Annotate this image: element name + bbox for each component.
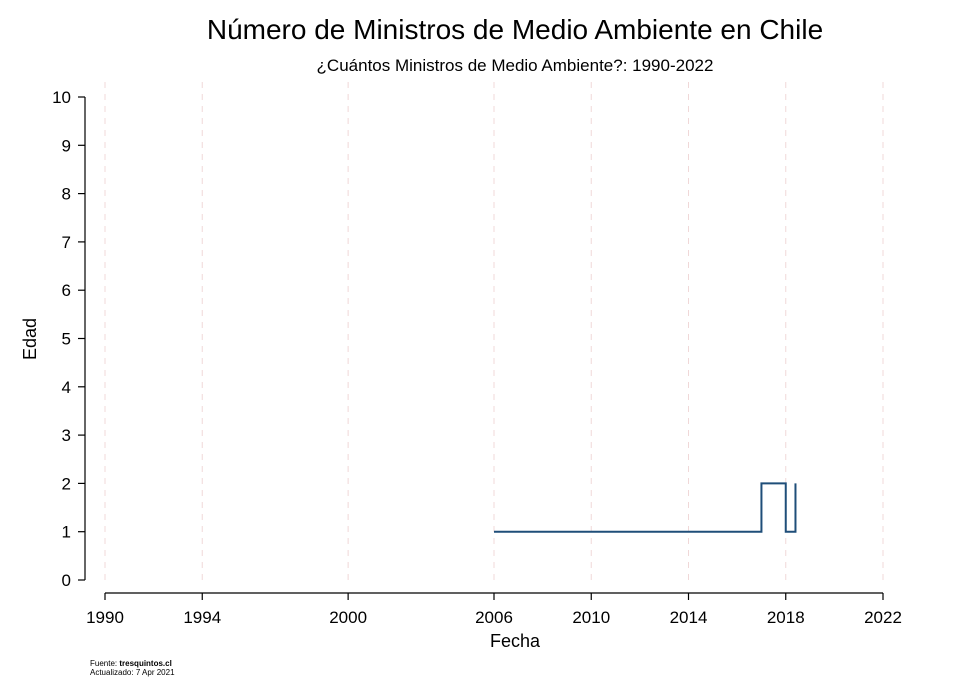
y-tick-label: 0 bbox=[62, 571, 71, 590]
axes bbox=[84, 97, 883, 594]
y-tick-label: 1 bbox=[62, 523, 71, 542]
source-value: tresquintos.cl bbox=[119, 659, 172, 668]
x-axis-title: Fecha bbox=[490, 631, 541, 651]
x-tick-label: 2000 bbox=[329, 608, 367, 627]
x-tick-label: 2006 bbox=[475, 608, 513, 627]
x-tick-label: 2014 bbox=[670, 608, 708, 627]
grid-lines bbox=[104, 82, 884, 585]
x-tick-label: 2022 bbox=[864, 608, 902, 627]
series-line bbox=[494, 482, 797, 533]
x-tick-label: 1990 bbox=[86, 608, 124, 627]
y-tick-label: 9 bbox=[62, 136, 71, 155]
source-note: Fuente: tresquintos.cl Actualizado: 7 Ap… bbox=[90, 659, 175, 677]
y-tick-label: 3 bbox=[62, 426, 71, 445]
updated-line: Actualizado: 7 Apr 2021 bbox=[90, 668, 175, 677]
y-tick-label: 5 bbox=[62, 330, 71, 349]
x-tick-label: 2010 bbox=[572, 608, 610, 627]
tick-marks: 1990 1994 2000 2006 2010 2014 2018 2022 0 1 2 3 4 5 6 7… bbox=[52, 88, 902, 627]
y-tick-label: 8 bbox=[62, 185, 71, 204]
y-axis-title: Edad bbox=[20, 318, 40, 360]
y-tick-label: 6 bbox=[62, 281, 71, 300]
series-layer bbox=[494, 482, 797, 533]
y-tick-label: 2 bbox=[62, 474, 71, 493]
y-tick-label: 7 bbox=[62, 233, 71, 252]
source-label: Fuente: bbox=[90, 659, 118, 668]
y-tick-label: 4 bbox=[62, 378, 71, 397]
x-tick-label: 1994 bbox=[183, 608, 221, 627]
source-line: Fuente: tresquintos.cl bbox=[90, 659, 175, 668]
y-tick-label: 10 bbox=[52, 88, 71, 107]
x-tick-label: 2018 bbox=[767, 608, 805, 627]
chart-subtitle: ¿Cuántos Ministros de Medio Ambiente?: 1… bbox=[316, 56, 714, 75]
chart-title: Número de Ministros de Medio Ambiente en… bbox=[206, 14, 824, 45]
updated-label: Actualizado: bbox=[90, 668, 134, 677]
updated-value: 7 Apr 2021 bbox=[135, 668, 175, 677]
